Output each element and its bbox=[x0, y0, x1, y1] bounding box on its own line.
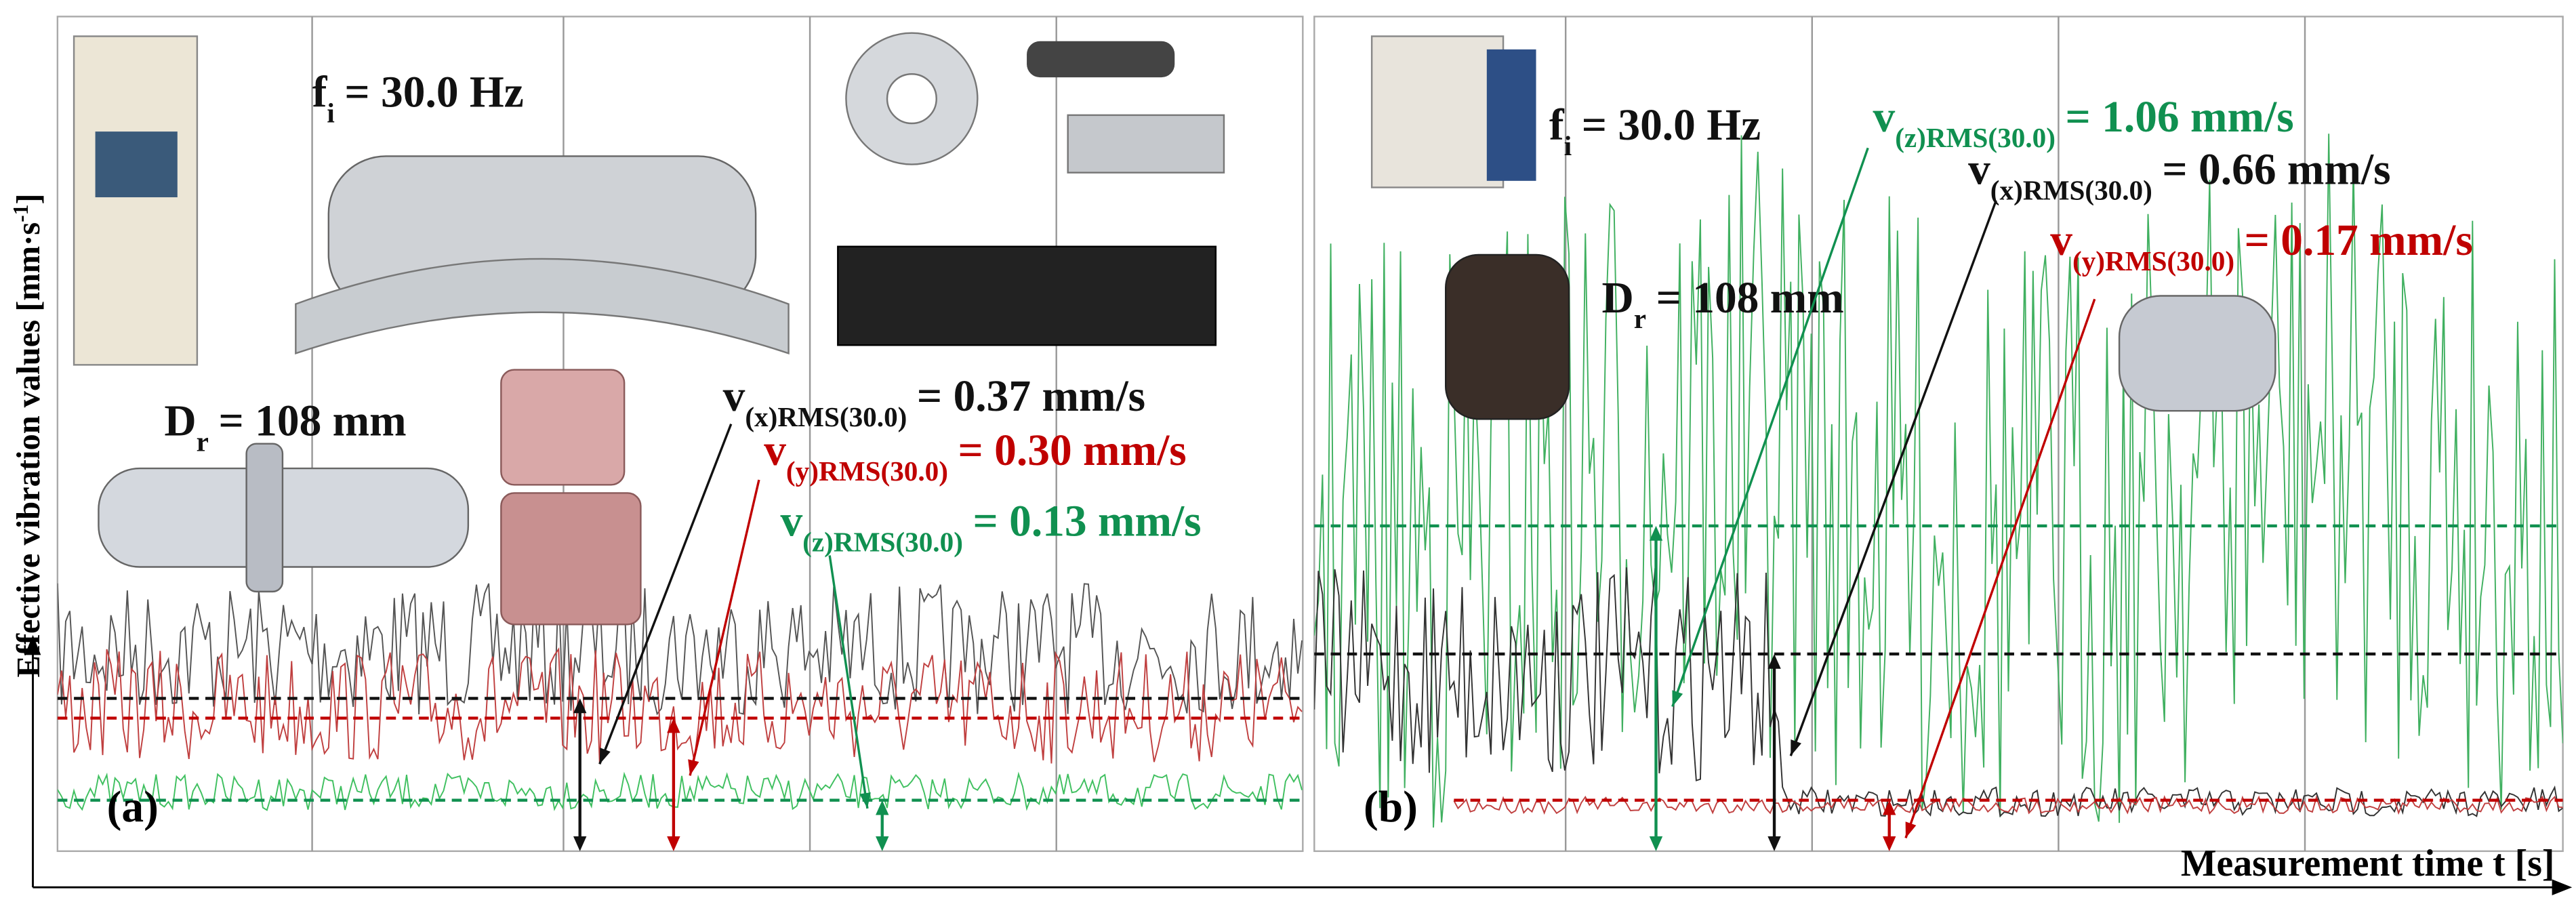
subscript: (z)RMS(30.0) bbox=[1895, 122, 2056, 154]
symbol: D bbox=[164, 397, 196, 446]
arrow-head bbox=[667, 718, 680, 851]
y-axis-label: Effective vibration values [mm·s-1] bbox=[9, 193, 47, 677]
y-axis-label-suffix: ] bbox=[11, 193, 47, 204]
symbol: D bbox=[1602, 274, 1634, 323]
signal bbox=[1453, 795, 2563, 815]
signal bbox=[1314, 134, 2563, 828]
leader bbox=[598, 423, 733, 765]
symbol: v bbox=[764, 426, 786, 475]
leader bbox=[689, 479, 760, 776]
label: fi = 30.0 Hz bbox=[312, 68, 524, 129]
arrow-head bbox=[688, 759, 699, 776]
y-axis-label-superscript: -1 bbox=[9, 205, 33, 222]
label: v(z)RMS(30.0) = 0.13 mm/s bbox=[780, 497, 1201, 558]
subscript: r bbox=[197, 426, 209, 457]
value: = 0.13 mm/s bbox=[973, 497, 1201, 546]
label: Dr = 108 mm bbox=[1602, 274, 1844, 334]
signal bbox=[57, 771, 1303, 811]
subscript: (y)RMS(30.0) bbox=[2072, 245, 2234, 277]
symbol: v bbox=[1968, 146, 1990, 195]
value: = 108 mm bbox=[1656, 274, 1844, 323]
signal bbox=[57, 647, 1303, 764]
leader bbox=[1671, 147, 1869, 708]
symbol: v bbox=[2050, 216, 2072, 265]
subscript: (y)RMS(30.0) bbox=[786, 455, 948, 487]
symbol: v bbox=[723, 372, 745, 421]
x-axis-label: Measurement time t [s] bbox=[2181, 842, 2555, 884]
value: = 108 mm bbox=[219, 397, 407, 446]
value: = 0.37 mm/s bbox=[917, 372, 1145, 421]
subscript: r bbox=[1634, 303, 1646, 334]
label: v(y)RMS(30.0) = 0.30 mm/s bbox=[764, 426, 1187, 487]
arrow-head bbox=[1791, 739, 1801, 756]
subscript: i bbox=[327, 98, 334, 129]
signal bbox=[1314, 567, 2563, 817]
label: v(x)RMS(30.0) = 0.66 mm/s bbox=[1968, 146, 2391, 207]
label: fi = 30.0 Hz bbox=[1549, 101, 1761, 161]
value: = 0.17 mm/s bbox=[2245, 216, 2473, 265]
value: = 30.0 Hz bbox=[344, 68, 523, 117]
subscript: (x)RMS(30.0) bbox=[1990, 175, 2152, 207]
panel-label: (b) bbox=[1364, 783, 1418, 832]
subscript: (x)RMS(30.0) bbox=[745, 401, 907, 433]
photo-roller bbox=[98, 155, 2276, 593]
signal bbox=[57, 583, 1303, 716]
label: v(x)RMS(30.0) = 0.37 mm/s bbox=[723, 372, 1146, 433]
symbol: v bbox=[1873, 93, 1895, 142]
arrow-head bbox=[859, 792, 871, 809]
value: = 0.66 mm/s bbox=[2162, 146, 2390, 195]
panel-label: (a) bbox=[107, 783, 159, 832]
arrow-head bbox=[1672, 690, 1683, 707]
symbol: f bbox=[1549, 101, 1565, 150]
arrow-head bbox=[599, 748, 611, 765]
symbol: v bbox=[780, 497, 802, 546]
arrow-head bbox=[1883, 800, 1896, 851]
value: = 30.0 Hz bbox=[1582, 101, 1761, 150]
label: v(z)RMS(30.0) = 1.06 mm/s bbox=[1873, 93, 2293, 154]
subscript: (z)RMS(30.0) bbox=[802, 526, 963, 558]
photo-inverter bbox=[73, 35, 1536, 366]
value: = 1.06 mm/s bbox=[2065, 93, 2293, 142]
label: Dr = 108 mm bbox=[164, 397, 406, 457]
y-axis-label-text: Effective vibration values [mm·s bbox=[11, 222, 47, 678]
axes bbox=[24, 634, 2573, 896]
leader bbox=[828, 555, 869, 809]
arrow-head bbox=[1905, 821, 1917, 838]
symbol: f bbox=[312, 68, 328, 117]
leader bbox=[1904, 298, 2096, 839]
photo-sensors bbox=[500, 32, 1225, 626]
leader bbox=[1789, 200, 1997, 756]
value: = 0.30 mm/s bbox=[958, 426, 1187, 475]
subscript: i bbox=[1564, 130, 1572, 161]
arrow-head bbox=[876, 800, 889, 851]
label: v(y)RMS(30.0) = 0.17 mm/s bbox=[2050, 216, 2473, 277]
